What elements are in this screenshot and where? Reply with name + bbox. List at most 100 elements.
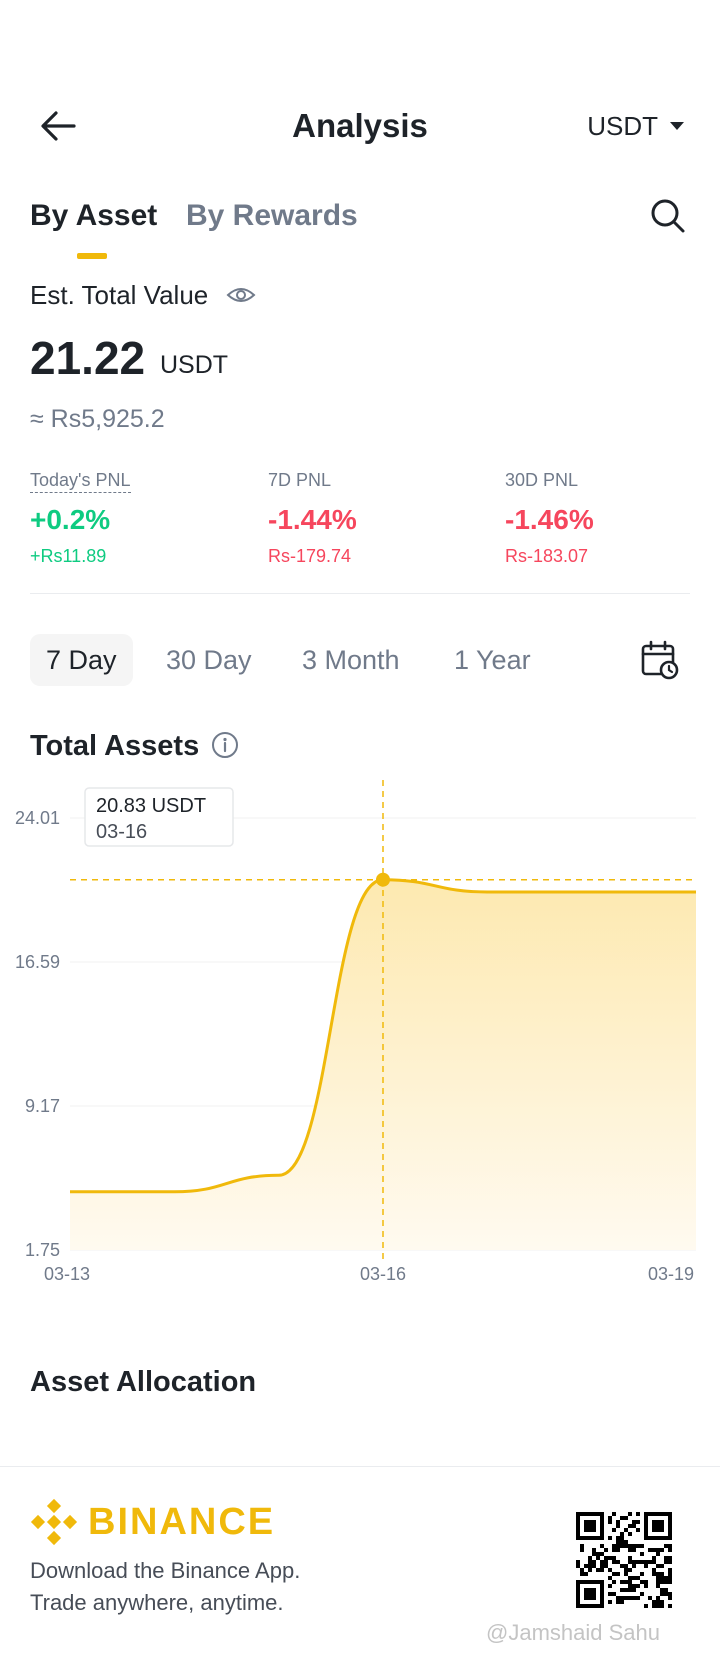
back-button[interactable] (36, 104, 80, 148)
tooltip-value: 20.83 USDT (96, 795, 206, 817)
qr-module (584, 1564, 588, 1568)
info-button[interactable] (210, 730, 240, 760)
qr-module (636, 1520, 640, 1524)
qr-module (612, 1548, 616, 1552)
qr-module (632, 1560, 636, 1564)
qr-module (620, 1516, 624, 1520)
series-line (70, 878, 696, 1194)
y-tick-label: 1.75 (25, 1240, 60, 1260)
qr-module (612, 1580, 616, 1584)
y-tick-label: 9.17 (25, 1096, 60, 1116)
calendar-clock-icon (641, 640, 679, 680)
qr-module (656, 1564, 660, 1568)
30d-pnl-pct: -1.46% (505, 504, 594, 535)
tab-by-asset[interactable]: By Asset (30, 199, 158, 232)
qr-module (652, 1572, 656, 1576)
qr-module (628, 1512, 632, 1516)
qr-module (628, 1548, 632, 1552)
est-total-value-label: Est. Total Value (30, 280, 209, 310)
visibility-toggle[interactable] (226, 282, 256, 308)
qr-module (656, 1584, 660, 1588)
watermark: @Jamshaid Sahu (486, 1620, 660, 1645)
qr-module (588, 1560, 592, 1564)
qr-module (664, 1556, 668, 1560)
x-tick-label: 03-16 (360, 1264, 406, 1284)
qr-module (636, 1596, 640, 1600)
qr-module (628, 1584, 632, 1588)
today-pnl-label[interactable]: Today's PNL (30, 468, 131, 493)
search-icon (651, 199, 685, 233)
qr-module (664, 1580, 668, 1584)
qr-module (644, 1584, 648, 1588)
qr-module (628, 1580, 632, 1584)
qr-module (640, 1580, 644, 1584)
divider (30, 593, 690, 594)
total-assets-title: Total Assets (30, 730, 200, 762)
tab-by-rewards[interactable]: By Rewards (186, 199, 358, 232)
qr-module (596, 1568, 600, 1572)
qr-module (640, 1544, 644, 1548)
qr-module (624, 1580, 628, 1584)
caret-down-icon (670, 122, 684, 130)
qr-module (600, 1560, 604, 1564)
qr-module (656, 1580, 660, 1584)
qr-module (616, 1572, 620, 1576)
qr-module (656, 1548, 660, 1552)
qr-module (632, 1544, 636, 1548)
qr-module (620, 1588, 624, 1592)
qr-module (664, 1544, 668, 1548)
qr-module (628, 1524, 632, 1528)
qr-module (612, 1560, 616, 1564)
arrow-left-icon (41, 111, 76, 141)
today-pnl-pct: +0.2% (30, 504, 111, 535)
eye-icon (226, 288, 256, 302)
qr-finder (652, 1520, 664, 1532)
qr-module (660, 1604, 664, 1608)
qr-module (616, 1596, 620, 1600)
qr-module (580, 1572, 584, 1576)
currency-label: USDT (587, 111, 658, 141)
7d-pnl-pct: -1.44% (268, 504, 357, 535)
qr-module (628, 1532, 632, 1536)
range-3-month[interactable]: 3 Month (302, 645, 400, 675)
qr-module (608, 1536, 612, 1540)
qr-module (652, 1556, 656, 1560)
qr-module (608, 1516, 612, 1520)
qr-code-icon[interactable] (576, 1512, 672, 1608)
today-pnl-abs: +Rs11.89 (30, 546, 107, 566)
qr-module (620, 1564, 624, 1568)
qr-module (592, 1552, 596, 1556)
qr-module (664, 1592, 668, 1596)
calendar-button[interactable] (640, 640, 680, 680)
qr-module (608, 1568, 612, 1572)
qr-module (576, 1564, 580, 1568)
qr-module (636, 1584, 640, 1588)
qr-module (628, 1576, 632, 1580)
qr-module (632, 1576, 636, 1580)
qr-module (616, 1520, 620, 1524)
area-fill (70, 879, 696, 1250)
currency-selector[interactable]: USDT (587, 106, 684, 146)
qr-module (628, 1544, 632, 1548)
qr-module (616, 1548, 620, 1552)
range-30-day[interactable]: 30 Day (166, 645, 252, 675)
qr-module (628, 1596, 632, 1600)
download-text: Download the Binance App. (30, 1558, 301, 1583)
tagline-text: Trade anywhere, anytime. (30, 1590, 284, 1615)
qr-module (612, 1572, 616, 1576)
qr-module (616, 1524, 620, 1528)
qr-module (652, 1600, 656, 1604)
total-assets-chart[interactable]: 24.01 16.59 9.17 1.75 20.83 USDT 03-16 03-13 03… (0, 780, 720, 1300)
qr-module (592, 1564, 596, 1568)
qr-module (624, 1540, 628, 1544)
qr-module (668, 1592, 672, 1596)
qr-module (668, 1604, 672, 1608)
search-button[interactable] (648, 196, 688, 236)
range-7-day[interactable]: 7 Day (30, 634, 133, 686)
qr-module (660, 1548, 664, 1552)
qr-module (652, 1604, 656, 1608)
qr-module (612, 1556, 616, 1560)
qr-module (668, 1580, 672, 1584)
qr-module (624, 1528, 628, 1532)
range-1-year[interactable]: 1 Year (454, 645, 531, 675)
